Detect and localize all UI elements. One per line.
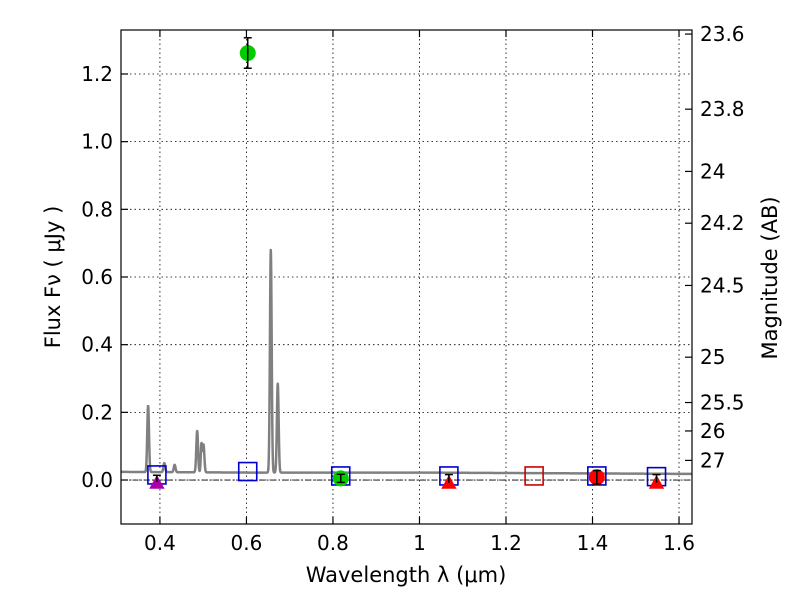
x-tick-label: 1	[413, 531, 426, 555]
mag-tick-label: 23.6	[700, 22, 745, 46]
y2-axis-title: Magnitude (AB)	[758, 196, 782, 359]
model-photometry-square	[524, 466, 544, 486]
x-tick-label: 0.4	[144, 531, 176, 555]
mag-tick-label: 25.5	[700, 391, 745, 415]
y-tick-label: 0.0	[81, 468, 113, 492]
model-photometry-square	[237, 461, 258, 482]
x-tick-label: 1.2	[490, 531, 522, 555]
mag-tick-label: 24	[700, 159, 725, 183]
y-axis-title: Flux Fν ( μJy )	[41, 206, 65, 349]
x-tick-label: 1.4	[577, 531, 609, 555]
x-axis-title: Wavelength λ (μm)	[306, 563, 507, 587]
marker-layer	[147, 37, 667, 489]
x-tick-label: 1.6	[663, 531, 695, 555]
mag-tick-label: 25	[700, 345, 725, 369]
y-tick-label: 0.8	[81, 197, 113, 221]
y-tick-label: 1.2	[81, 62, 113, 86]
y-tick-label: 1.0	[81, 130, 113, 154]
y-tick-label: 0.2	[81, 400, 113, 424]
mag-tick-label: 26	[700, 419, 725, 443]
x-tick-label: 0.6	[231, 531, 263, 555]
mag-tick-label: 23.8	[700, 97, 745, 121]
y-tick-label: 0.6	[81, 265, 113, 289]
x-tick-label: 0.8	[317, 531, 349, 555]
mag-tick-label: 24.2	[700, 211, 745, 235]
y-tick-label: 0.4	[81, 333, 113, 357]
axis-layer: 0.4 0.6 0.8 1 1.2 1.4 1.6 0.0 0.2 0.4 0.6 0.8 1.0 1.2…	[81, 22, 744, 555]
mag-tick-label: 24.5	[700, 273, 745, 297]
mag-tick-label: 27	[700, 448, 725, 472]
